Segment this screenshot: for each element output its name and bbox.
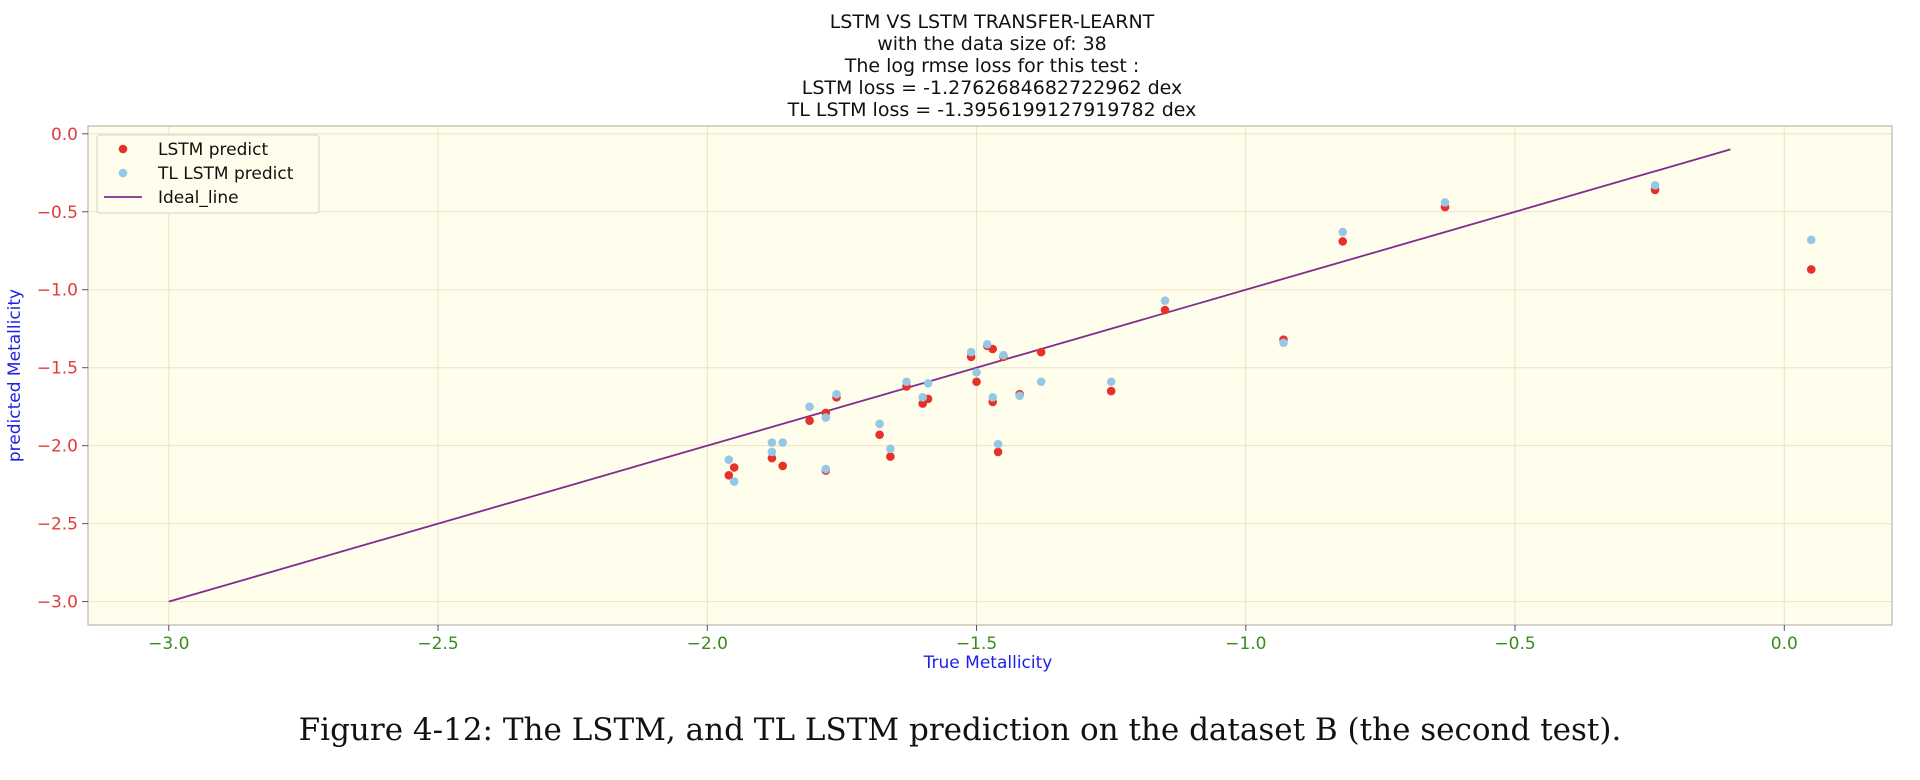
lstm-predict-point <box>778 461 787 471</box>
x-tick-label: −2.0 <box>687 634 728 654</box>
y-tick-label: 0.0 <box>51 125 78 145</box>
lstm-predict-point <box>1160 305 1170 315</box>
tl-lstm-predict-point <box>1160 296 1170 305</box>
lstm-predict-point <box>1806 265 1816 274</box>
tl-lstm-predict-point <box>805 402 814 411</box>
x-tick-label: −1.0 <box>1225 634 1266 654</box>
legend-dot-swatch <box>118 144 128 154</box>
tl-lstm-predict-point <box>1440 198 1450 207</box>
lstm-predict-point <box>1036 347 1046 357</box>
lstm-predict-point <box>972 377 981 387</box>
tl-lstm-predict-point <box>724 455 734 465</box>
tl-lstm-predict-point <box>778 438 787 447</box>
tl-lstm-predict-point <box>729 477 739 486</box>
tl-lstm-predict-point <box>1806 235 1816 245</box>
x-tick-label: −1.5 <box>956 634 997 654</box>
y-axis-ticks: 0.0 −0.5 −1.0 −1.5 −2.0 −2.5 −3.0 <box>37 125 88 613</box>
tl-lstm-predict-point <box>821 413 831 422</box>
data-points <box>724 180 1816 486</box>
x-axis-label: True Metallicity <box>923 653 1053 673</box>
tl-lstm-predict-point <box>886 444 895 454</box>
y-tick-label: −0.5 <box>37 203 78 223</box>
lstm-predict-point <box>805 416 814 426</box>
x-tick-label: −3.0 <box>148 634 189 654</box>
tl-lstm-predict-point <box>832 389 841 399</box>
y-tick-label: −1.5 <box>37 359 78 379</box>
tl-lstm-predict-point <box>999 350 1008 360</box>
x-tick-label: 0.0 <box>1771 634 1798 654</box>
y-tick-label: −1.0 <box>37 281 78 301</box>
lstm-predict-point <box>886 452 895 461</box>
x-tick-label: −0.5 <box>1494 634 1535 654</box>
tl-lstm-predict-point <box>988 393 997 402</box>
tl-lstm-predict-point <box>1650 180 1660 190</box>
legend-box <box>96 134 320 214</box>
tl-lstm-predict-point <box>1036 377 1046 387</box>
grid-lines <box>88 126 1892 625</box>
tl-lstm-predict-point <box>918 393 927 402</box>
chart-title-line: TL LSTM loss = -1.3956199127919782 dex <box>787 99 1197 121</box>
tl-lstm-predict-point <box>875 419 884 429</box>
tl-lstm-predict-point <box>1338 227 1348 237</box>
chart-title-line: LSTM loss = -1.2762684682722962 dex <box>802 77 1182 99</box>
ideal-line <box>168 148 1731 603</box>
ideal-line-series <box>168 148 1731 603</box>
tl-lstm-predict-point <box>993 439 1003 449</box>
legend: LSTM predict TL LSTM predict Ideal_line <box>96 134 320 214</box>
y-tick-label: −2.5 <box>37 515 78 535</box>
tl-lstm-predict-point <box>767 447 777 457</box>
chart-title-line: with the data size of: 38 <box>877 33 1107 55</box>
tl-lstm-predict-point <box>983 340 992 349</box>
legend-label: Ideal_line <box>158 188 239 208</box>
tl-lstm-predict-point <box>821 464 831 474</box>
figure: LSTM VS LSTM TRANSFER-LEARNT with the dat… <box>5 11 1893 673</box>
chart-title-line: The log rmse loss for this test : <box>844 55 1140 77</box>
legend-dot-swatch <box>118 168 128 178</box>
y-axis-label: predicted Metallicity <box>5 289 25 462</box>
lstm-predict-point <box>993 447 1003 457</box>
tl-lstm-predict-point <box>1106 377 1116 387</box>
tl-lstm-predict-point <box>767 438 777 447</box>
lstm-predict-point <box>724 471 734 480</box>
legend-label: LSTM predict <box>158 140 268 160</box>
tl-lstm-predict-point <box>972 368 981 377</box>
legend-label: TL LSTM predict <box>157 164 294 184</box>
lstm-predict-point <box>1106 386 1116 396</box>
tl-lstm-predict-point <box>1015 391 1024 401</box>
tl-lstm-predict-point <box>923 378 933 388</box>
lstm-predict-point <box>767 453 777 463</box>
x-tick-label: −2.5 <box>417 634 458 654</box>
y-tick-label: −2.0 <box>37 437 78 457</box>
tl-lstm-predict-point <box>1279 338 1288 348</box>
plot-area <box>88 126 1892 625</box>
figure-caption: Figure 4-12: The LSTM, and TL LSTM predi… <box>298 712 1622 748</box>
tl-lstm-predict-point <box>902 377 911 387</box>
plot-frame <box>87 125 1893 626</box>
y-tick-label: −3.0 <box>37 593 78 613</box>
x-axis-ticks: −3.0 −2.5 −2.0 −1.5 −1.0 −0.5 0.0 <box>148 625 1798 654</box>
lstm-predict-point <box>729 463 739 472</box>
lstm-predict-point <box>875 430 884 440</box>
tl-lstm-predict-point <box>966 347 976 357</box>
chart-title-line: LSTM VS LSTM TRANSFER-LEARNT <box>830 11 1155 33</box>
lstm-predict-point <box>1338 237 1348 246</box>
